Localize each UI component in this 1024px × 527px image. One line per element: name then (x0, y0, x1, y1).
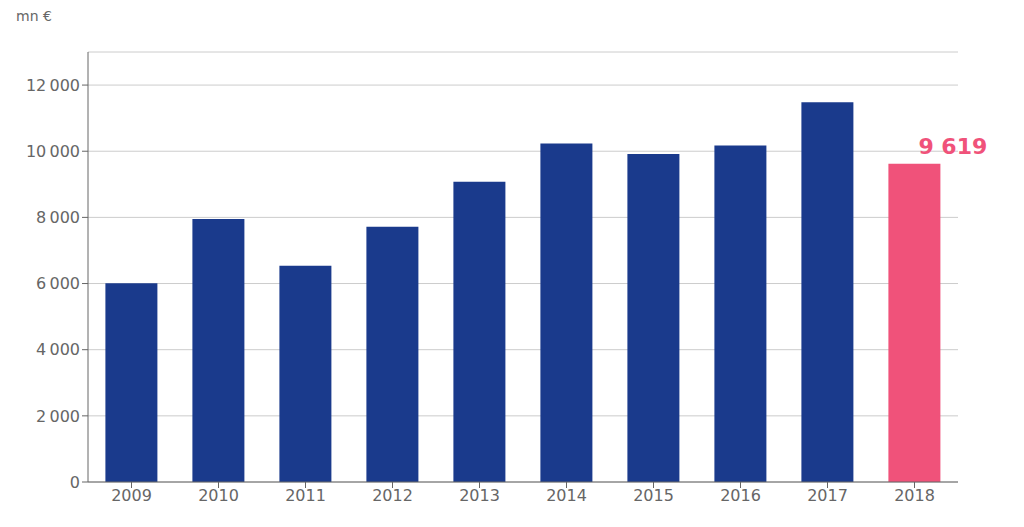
svg-text:2012: 2012 (372, 486, 413, 505)
svg-text:10 000: 10 000 (26, 142, 80, 161)
svg-text:8 000: 8 000 (36, 208, 80, 227)
svg-text:2017: 2017 (807, 486, 848, 505)
svg-text:12 000: 12 000 (26, 76, 80, 95)
svg-text:9 619: 9 619 (918, 134, 987, 159)
svg-text:2018: 2018 (894, 486, 935, 505)
svg-text:2 000: 2 000 (36, 407, 80, 426)
svg-text:2009: 2009 (111, 486, 152, 505)
svg-text:2013: 2013 (459, 486, 500, 505)
svg-text:6 000: 6 000 (36, 274, 80, 293)
html-text:mn €: mn € (16, 8, 52, 24)
svg-text:2015: 2015 (633, 486, 674, 505)
svg-text:2014: 2014 (546, 486, 587, 505)
svg-text:4 000: 4 000 (36, 340, 80, 359)
svg-text:2016: 2016 (720, 486, 761, 505)
svg-text:2011: 2011 (285, 486, 326, 505)
svg-text:0: 0 (70, 473, 80, 492)
svg-text:2010: 2010 (198, 486, 239, 505)
